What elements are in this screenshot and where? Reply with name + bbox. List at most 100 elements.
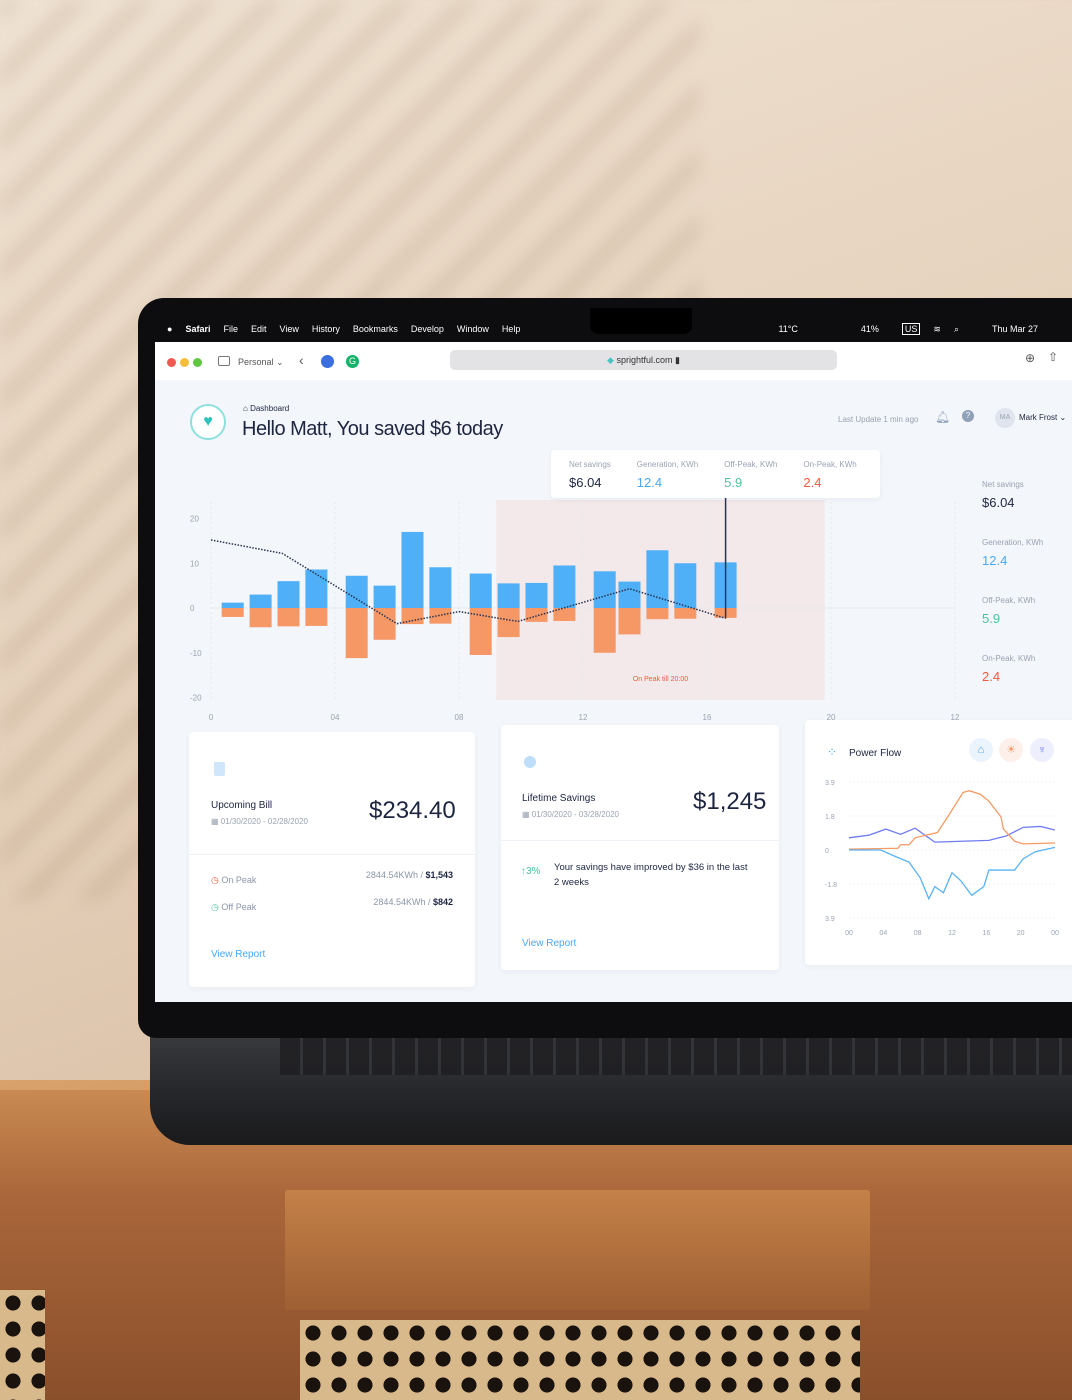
row-label: On Peak — [221, 875, 257, 885]
help-icon[interactable]: ? — [962, 410, 974, 422]
bar-consumption — [305, 608, 328, 626]
y-tick-label: -20 — [190, 694, 202, 703]
search-icon[interactable]: ⌕ — [953, 323, 960, 334]
stat-value: 5.9 — [982, 611, 1001, 626]
menu-history[interactable]: History — [311, 324, 340, 334]
menu-edit[interactable]: Edit — [250, 324, 267, 334]
y-tick-label: 0 — [825, 848, 829, 855]
extension-icon[interactable] — [321, 355, 334, 368]
wifi-icon[interactable]: ≋ — [933, 323, 941, 334]
stat-1: Generation, KWh 12.4 — [637, 460, 698, 490]
chart-tooltip: Net savings $6.04 Generation, KWh 12.4 Off-P… — [551, 450, 880, 498]
clock[interactable]: Thu Mar 27 — [992, 324, 1039, 334]
x-tick-label: 12 — [579, 713, 588, 722]
x-tick-label: 0 — [209, 713, 214, 722]
lifetime-savings-card: Lifetime Savings ▦ 01/30/2020 - 03/28/20… — [501, 725, 779, 970]
stat-label: Generation, KWh — [982, 538, 1044, 547]
x-tick-label: 20 — [1017, 930, 1025, 937]
power-flow-title: Power Flow — [849, 748, 902, 759]
grid-tower-icon[interactable]: ♆ — [1030, 738, 1054, 762]
stat-value: 5.9 — [724, 475, 743, 490]
row-cost: $842 — [432, 897, 453, 907]
power-series-line — [848, 790, 1056, 850]
grammarly-icon[interactable]: G — [346, 355, 359, 368]
download-icon[interactable]: ⊕ — [1025, 351, 1036, 365]
row-label: Off Peak — [221, 902, 257, 912]
sidebar-icon[interactable] — [218, 356, 230, 366]
row-kwh: 2844.54KWh / — [373, 897, 433, 907]
menu-app[interactable]: Safari — [185, 324, 211, 334]
bar-consumption — [277, 608, 300, 627]
bar-generation — [674, 563, 697, 608]
bar-generation — [221, 602, 244, 608]
close-button[interactable] — [167, 358, 176, 367]
stat-label: Off-Peak, KWh — [724, 460, 778, 469]
menu-bookmarks[interactable]: Bookmarks — [352, 324, 398, 334]
row-kwh: 2844.54KWh / — [365, 870, 426, 880]
bill-dates: 01/30/2020 - 02/28/2020 — [220, 817, 308, 826]
weather-status[interactable]: 11°C — [778, 324, 798, 334]
menu-window[interactable]: Window — [456, 324, 489, 334]
bar-generation — [469, 573, 492, 608]
back-icon[interactable]: ‹ — [299, 352, 304, 368]
sun-icon[interactable]: ☀ — [999, 738, 1023, 762]
stat-label: On-Peak, KWh — [803, 460, 857, 469]
menu-view[interactable]: View — [279, 324, 299, 334]
bar-consumption — [618, 608, 641, 635]
energy-chart[interactable]: On Peak till 20:00 20 10 0 -10 -20 0 04 08 12 16 20… — [155, 342, 1072, 722]
y-tick-label: 20 — [190, 515, 199, 524]
address-bar[interactable]: ◆ sprightful.com ▮ — [450, 350, 837, 370]
stat-value: 12.4 — [982, 553, 1008, 568]
browser-toolbar: Personal ⌄ ‹ G ◆ sprightful.com ▮ ⊕ ⇧ — [155, 342, 1072, 380]
power-flow-card: ⁘ Power Flow ⌂ ☀ ♆ 3.9 1.8 0 -1.8 3.9 00 04 08 1… — [805, 720, 1072, 965]
menu-develop[interactable]: Develop — [410, 324, 444, 334]
stat-1: Generation, KWh 12.4 — [982, 538, 1043, 568]
savings-dates: 01/30/2020 - 03/28/2020 — [531, 810, 619, 819]
bar-consumption — [249, 608, 272, 628]
power-flow-chart[interactable]: 3.9 1.8 0 -1.8 3.9 00 04 08 12 16 20 00 — [805, 770, 1072, 950]
maximize-button[interactable] — [193, 358, 202, 367]
x-tick-label: 08 — [914, 930, 922, 937]
y-tick-label: 1.8 — [825, 814, 835, 821]
battery-status[interactable]: 41% — [860, 324, 879, 334]
stat-value: 12.4 — [636, 475, 663, 490]
menu-help[interactable]: Help — [501, 324, 521, 334]
clock-icon: ◷ — [211, 875, 222, 885]
share-icon[interactable]: ⇧ — [1048, 350, 1059, 364]
avatar[interactable]: MA — [995, 408, 1015, 428]
logo-icon[interactable]: ♥ — [190, 404, 226, 440]
x-tick-label: 12 — [948, 930, 956, 937]
stat-0: Net savings $6.04 — [569, 460, 611, 490]
home-icon[interactable]: ⌂ — [969, 738, 993, 762]
minimize-button[interactable] — [180, 358, 189, 367]
x-tick-label: 16 — [703, 713, 712, 722]
summary-stats: Net savings $6.04 Generation, KWh 12.4 Off-P… — [982, 480, 1043, 712]
power-series-line — [848, 825, 1056, 843]
user-name: Mark Frost — [1019, 413, 1058, 422]
bar-generation — [249, 594, 272, 608]
view-report-link[interactable]: View Report — [522, 938, 577, 949]
x-tick-label: 16 — [982, 930, 990, 937]
stat-label: Net savings — [982, 480, 1024, 489]
calendar-icon: ▦ — [211, 817, 221, 826]
bar-consumption — [497, 608, 520, 638]
bar-consumption — [401, 608, 424, 625]
apple-icon[interactable]: ● — [167, 324, 173, 334]
keyboard-input[interactable]: US — [901, 323, 921, 335]
bell-icon[interactable]: 🔔︎ — [935, 410, 951, 424]
stat-label: Off-Peak, KWh — [982, 596, 1036, 605]
x-tick-label: 20 — [827, 713, 836, 722]
savings-change: ↑3% — [521, 866, 541, 877]
view-report-link[interactable]: View Report — [211, 949, 266, 960]
breadcrumb[interactable]: ⌂ Dashboard — [243, 404, 289, 413]
user-menu[interactable]: Mark Frost ⌄ — [1019, 413, 1067, 422]
profile-selector[interactable]: Personal ⌄ — [238, 357, 284, 367]
savings-amount: $1,245 — [693, 788, 767, 815]
x-tick-label: 08 — [455, 713, 464, 722]
savings-message: Your savings have improved by $36 in the… — [554, 862, 748, 888]
stat-3: On-Peak, KWh 2.4 — [982, 654, 1043, 684]
bar-consumption — [373, 608, 396, 640]
y-tick-label: 0 — [190, 604, 195, 613]
bar-generation — [593, 571, 616, 608]
menu-file[interactable]: File — [223, 324, 238, 334]
